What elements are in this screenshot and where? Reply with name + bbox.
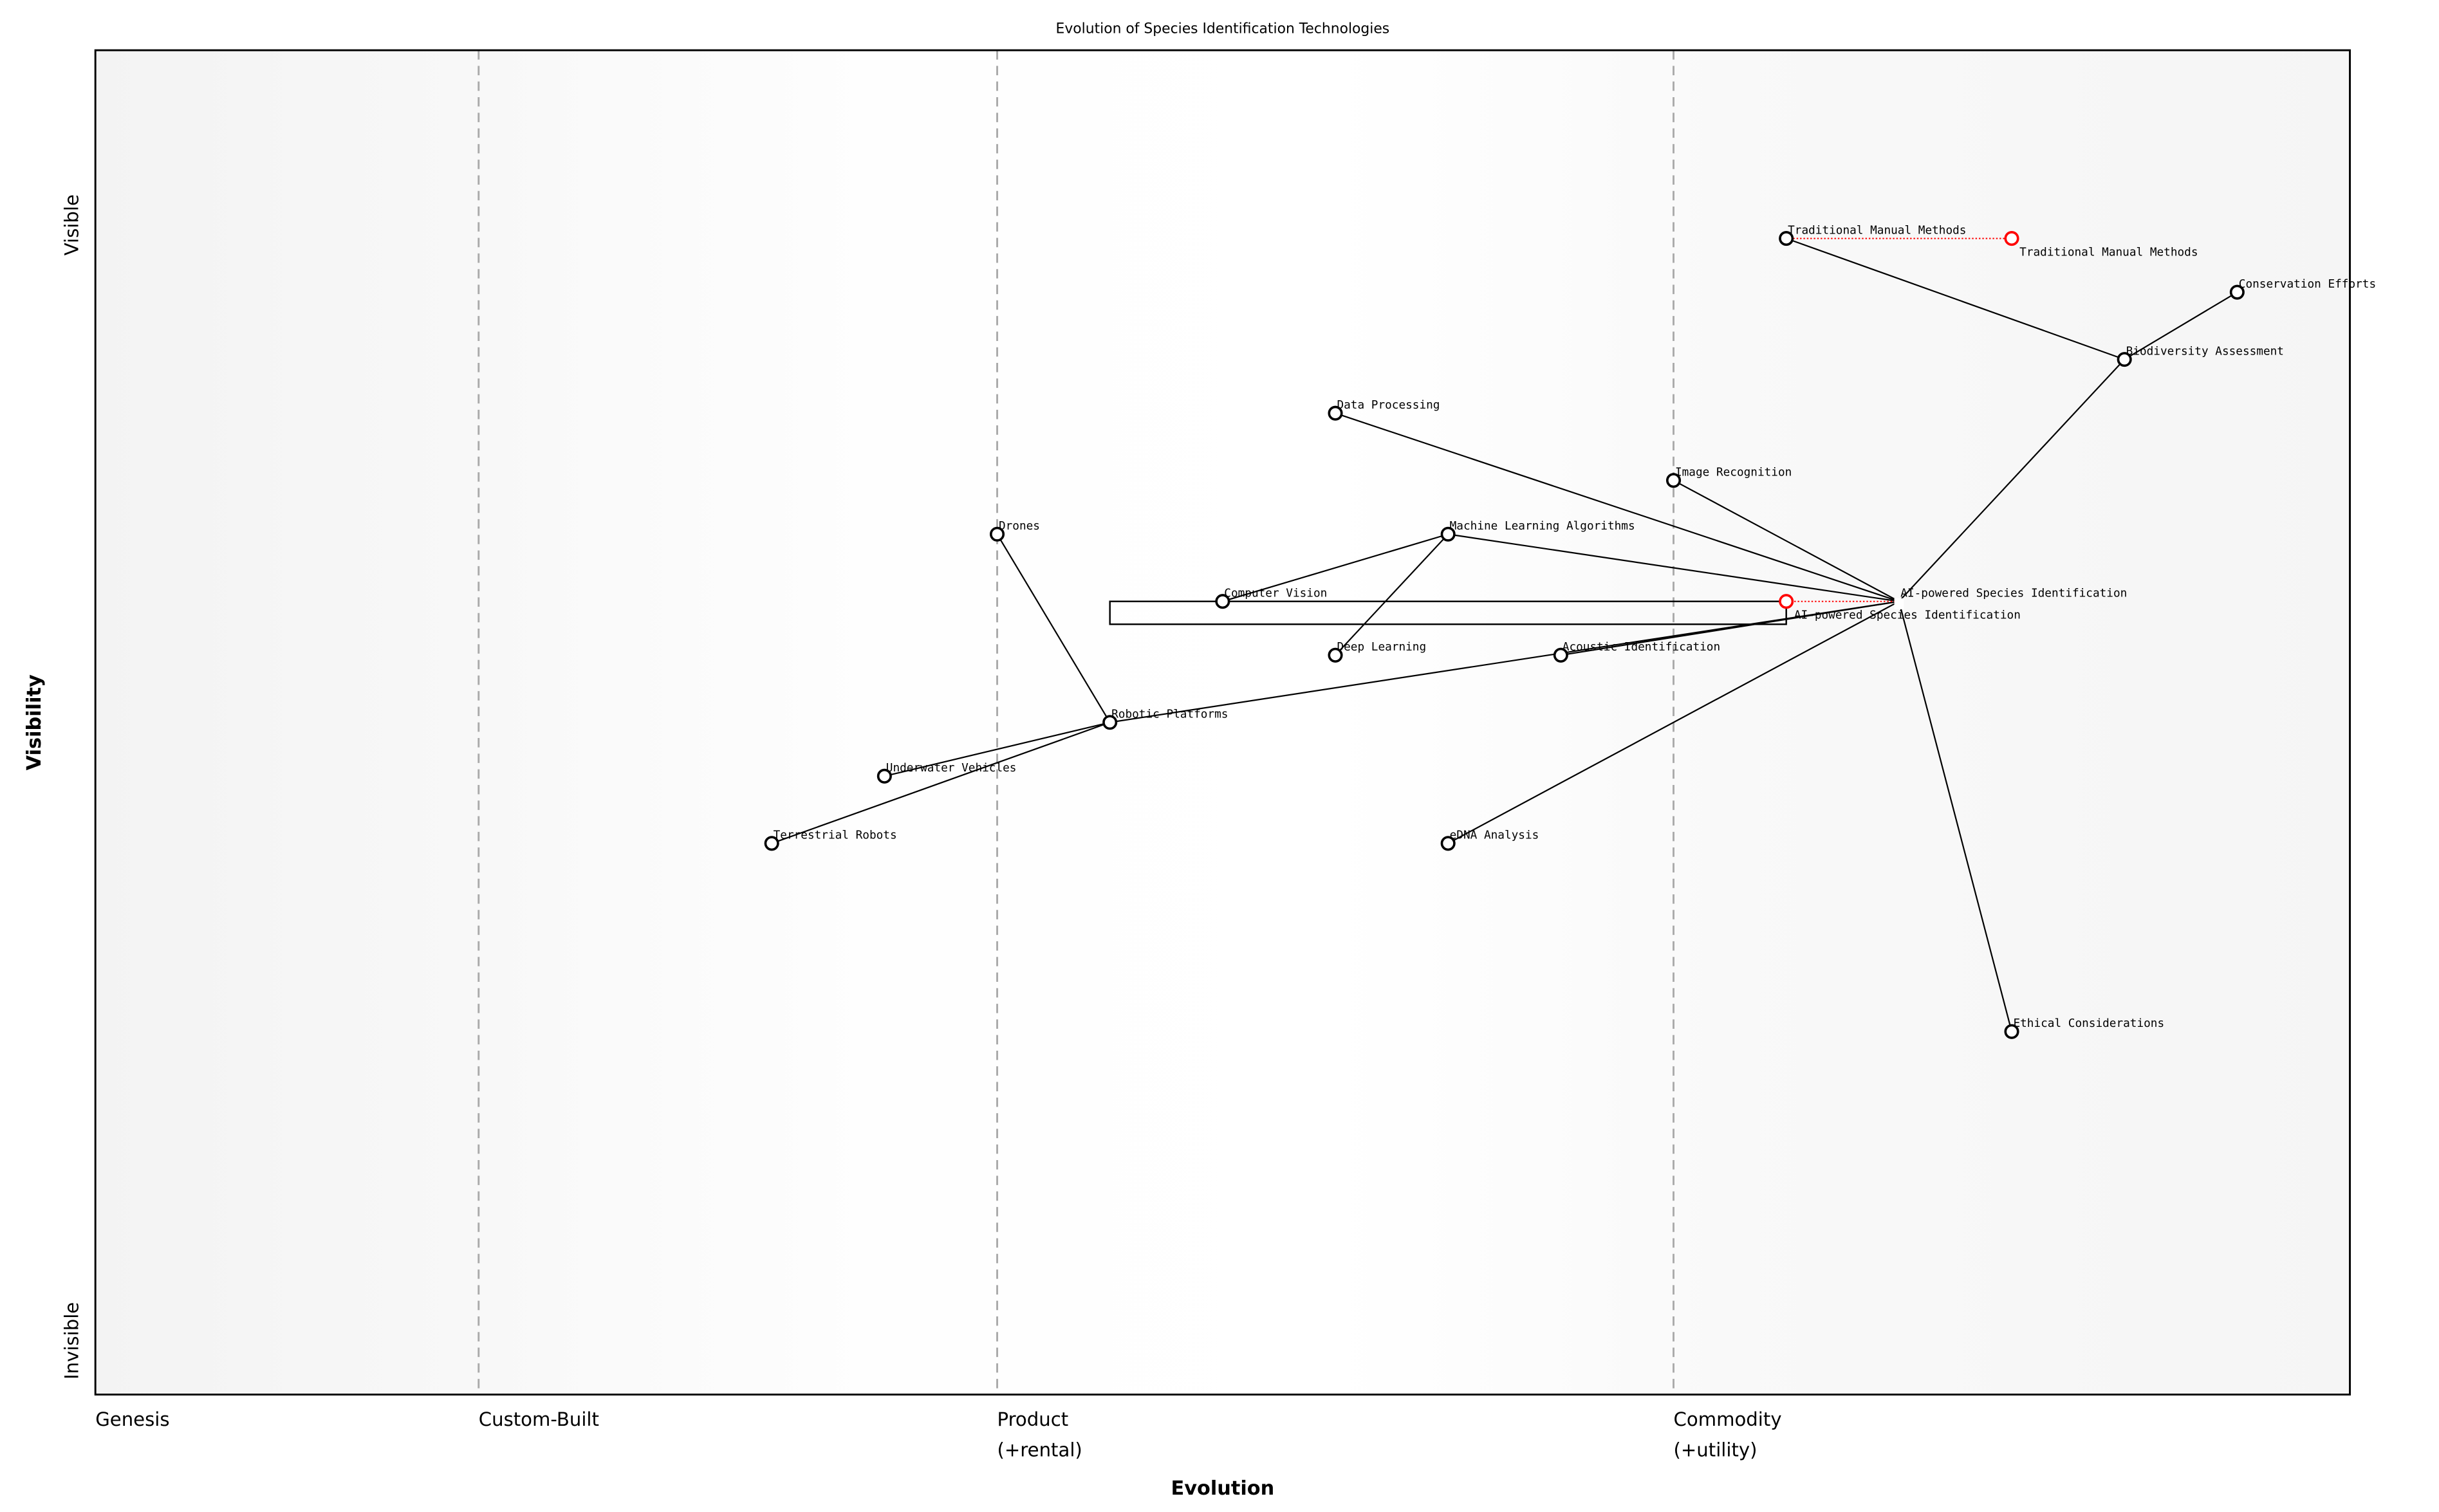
dependency-links: [771, 237, 2238, 1032]
link-terrestrial-robots-to-robotic-platforms: [771, 721, 1111, 844]
node-label-traditional-manual-methods: Traditional Manual Methods: [1788, 224, 1966, 237]
node-label-terrestrial-robots: Terrestrial Robots: [774, 829, 897, 842]
evolved-node-traditional-manual-methods: [2004, 231, 2019, 246]
evolved-node-label-ai-powered-species-identification: AI-powered Species Identification: [1794, 609, 2021, 622]
x-stage-label: (+utility): [1674, 1439, 1757, 1461]
node-label-drones: Drones: [999, 520, 1040, 533]
node-label-image-recognition: Image Recognition: [1675, 466, 1792, 479]
link-deep-learning-to-machine-learning-algorithms: [1335, 533, 1449, 656]
plot-frame: [94, 49, 2351, 1396]
x-stage-label: Commodity: [1674, 1408, 1782, 1430]
link-drones-to-robotic-platforms: [996, 533, 1111, 723]
link-ethical-considerations-to-ai-powered-species-identification: [1898, 601, 2013, 1032]
link-biodiversity-assessment-to-conservation-efforts: [2124, 291, 2238, 360]
node-label-ai-powered-species-identification: AI-powered Species Identification: [1900, 587, 2127, 600]
node-biodiversity-assessment: [2117, 352, 2132, 367]
node-edna-analysis: [1440, 836, 1456, 851]
link-traditional-manual-methods-to-biodiversity-assessment: [1786, 237, 2125, 360]
link-image-recognition-to-ai-powered-species-identification: [1673, 479, 1900, 602]
x-axis-title: Evolution: [1171, 1477, 1274, 1500]
link-biodiversity-assessment-to-ai-powered-species-identification: [1898, 358, 2125, 602]
evolved-node-ai-powered-species-identification: [1779, 594, 1794, 609]
components: Traditional Manual Methods Conservation E…: [764, 224, 2376, 1039]
node-label-conservation-efforts: Conservation Efforts: [2239, 278, 2376, 291]
evolution-arrows: [1786, 237, 2012, 602]
x-stage-label: Product: [997, 1408, 1069, 1430]
x-stage-labels: Genesis Custom-Built Product (+rental) Commo…: [95, 1408, 1781, 1461]
link-computer-vision-to-machine-learning-algorithms: [1222, 533, 1449, 602]
link-machine-learning-algorithms-to-ai-powered-species-identification: [1448, 533, 1900, 602]
node-deep-learning: [1328, 647, 1343, 663]
node-label-deep-learning: Deep Learning: [1337, 641, 1426, 654]
node-computer-vision: [1215, 594, 1230, 609]
evolved-node-label-traditional-manual-methods: Traditional Manual Methods: [2019, 246, 2198, 259]
node-label-ethical-considerations: Ethical Considerations: [2013, 1017, 2164, 1030]
node-traditional-manual-methods: [1779, 231, 1794, 246]
x-stage-label: (+rental): [997, 1439, 1082, 1461]
node-label-acoustic-identification: Acoustic Identification: [1563, 641, 1720, 654]
x-stage-label: Custom-Built: [479, 1408, 599, 1430]
node-label-machine-learning-algorithms: Machine Learning Algorithms: [1450, 520, 1635, 533]
y-tick-label-visible: Visible: [60, 194, 82, 255]
node-label-edna-analysis: eDNA Analysis: [1450, 829, 1539, 842]
link-edna-analysis-to-ai-powered-species-identification: [1447, 600, 1900, 844]
y-tick-label-invisible: Invisible: [60, 1302, 82, 1379]
node-underwater-vehicles: [876, 768, 892, 784]
y-axis-title: Visibility: [23, 674, 46, 770]
chart-title: Evolution of Species Identification Tech…: [1056, 21, 1390, 37]
link-robotic-platforms-to-ai-powered-species-identification: [1109, 600, 1900, 723]
node-label-data-processing: Data Processing: [1337, 399, 1440, 412]
node-conservation-efforts: [2229, 284, 2245, 300]
pipeline-box: [1109, 600, 1787, 625]
node-acoustic-identification: [1553, 647, 1568, 663]
plot-background: [95, 50, 2350, 1395]
node-label-computer-vision: Computer Vision: [1224, 587, 1327, 600]
y-tick-labels: Visible Invisible: [60, 194, 82, 1379]
node-drones: [989, 526, 1005, 542]
node-ethical-considerations: [2004, 1024, 2019, 1039]
node-data-processing: [1328, 405, 1343, 421]
link-underwater-vehicles-to-robotic-platforms: [884, 721, 1110, 777]
node-label-robotic-platforms: Robotic Platforms: [1111, 708, 1228, 721]
x-stage-label: Genesis: [95, 1408, 169, 1430]
node-image-recognition: [1665, 473, 1682, 488]
node-machine-learning-algorithms: [1440, 526, 1456, 542]
node-terrestrial-robots: [764, 836, 779, 851]
node-label-biodiversity-assessment: Biodiversity Assessment: [2126, 345, 2284, 358]
node-robotic-platforms: [1102, 715, 1118, 730]
node-label-underwater-vehicles: Underwater Vehicles: [886, 762, 1017, 775]
node-marker-ai-powered-species-identification: [1894, 598, 1904, 609]
pipeline: [1109, 600, 1787, 625]
link-data-processing-to-ai-powered-species-identification: [1335, 412, 1900, 602]
